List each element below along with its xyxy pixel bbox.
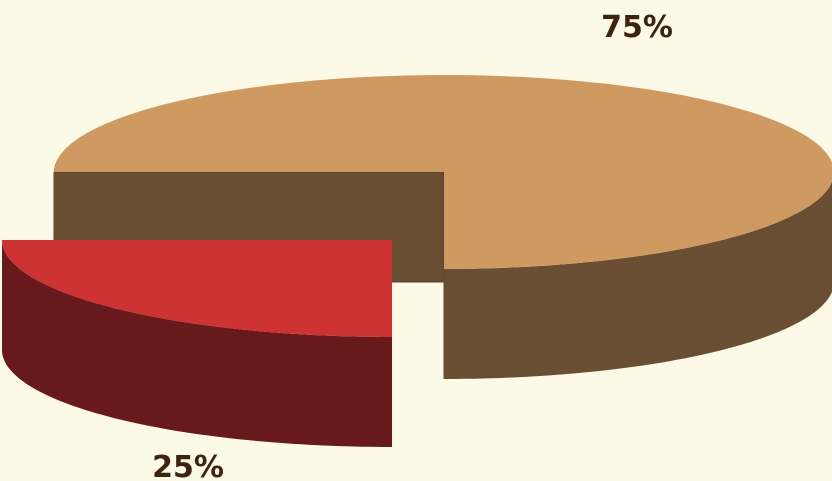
- pie-layer: [2, 75, 832, 447]
- slice-1-top: [2, 240, 392, 337]
- slice-label-1: 25%: [152, 450, 224, 481]
- slice-1-side: [2, 240, 392, 447]
- slice-0-top: [54, 75, 832, 269]
- slice-label-0: 75%: [601, 10, 673, 45]
- slice-0-side: [444, 181, 832, 379]
